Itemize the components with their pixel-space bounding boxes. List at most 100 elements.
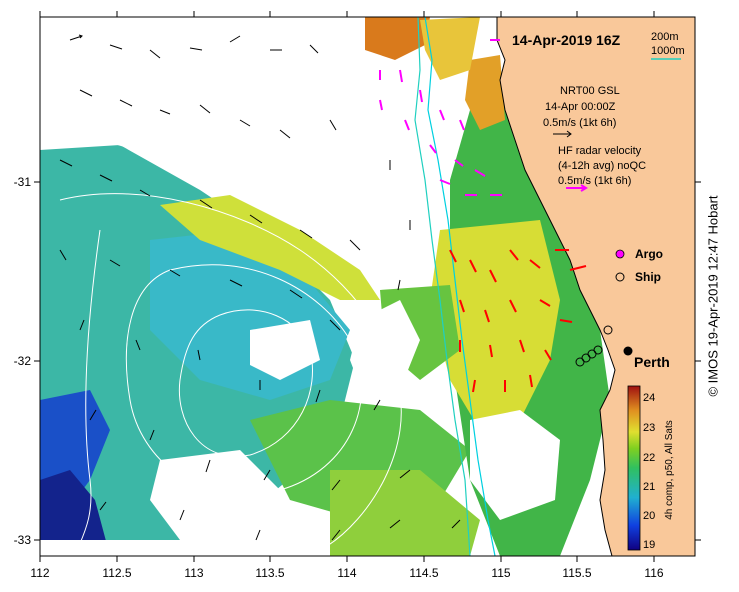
model-arrow <box>59 249 67 261</box>
credit-text: © IMOS 19-Apr-2019 12:47 Hobart <box>705 195 721 397</box>
sst-gap-se <box>470 410 560 520</box>
model-arrow <box>205 459 211 473</box>
map-title: 14-Apr-2019 16Z <box>512 32 621 48</box>
y-axis <box>34 181 701 541</box>
model-arrow <box>69 34 83 41</box>
model-arrow <box>397 279 401 291</box>
isobath-1000m-label: 1000m <box>651 45 685 57</box>
current-arrow <box>529 374 533 388</box>
ssh-contour-mid <box>125 264 363 495</box>
model-arrow <box>329 119 337 131</box>
ssh-contour-west <box>74 229 101 556</box>
model-arrow <box>179 509 185 521</box>
current-arrow <box>559 319 573 323</box>
colorbar-tick: 23 <box>643 422 655 434</box>
radar-arrow <box>439 109 445 121</box>
model-arrow <box>59 159 73 167</box>
model-arrow <box>299 229 313 239</box>
perth-marker <box>623 346 633 356</box>
radar-arrow <box>439 179 451 185</box>
sst-gap-south-edge <box>40 540 300 556</box>
argo-legend-label: Argo <box>635 247 663 261</box>
model-arrow <box>139 189 151 197</box>
radar-arrow <box>399 69 403 83</box>
colorbar <box>627 385 641 551</box>
model-arrow <box>255 529 261 541</box>
x-tick-label: 115 <box>491 566 510 580</box>
current-arrow <box>449 249 457 263</box>
model-velocity-arrows <box>59 34 461 541</box>
radar-arrow <box>459 119 465 131</box>
current-arrows <box>449 249 587 393</box>
model-arrow <box>135 339 141 351</box>
ship-marker <box>603 325 613 335</box>
isobath-200m-line <box>424 17 496 556</box>
ship-legend-icon <box>615 272 625 282</box>
model-arrow <box>263 469 271 481</box>
colorbar-tick: 24 <box>643 392 655 404</box>
radar-label: HF radar velocity <box>558 145 642 157</box>
radar-arrow <box>419 89 423 103</box>
model-arrow <box>109 44 123 50</box>
colorbar-tick: 19 <box>643 539 655 551</box>
x-tick-label: 113 <box>184 566 203 580</box>
colorbar-tick: 21 <box>643 481 655 493</box>
model-arrow <box>249 214 263 224</box>
current-arrow <box>544 349 552 361</box>
model-arrow <box>289 289 303 299</box>
ssh-contour-outer <box>59 193 402 556</box>
current-arrow <box>519 339 525 353</box>
model-arrow <box>229 279 243 287</box>
model-arrow <box>89 409 97 421</box>
model-arrow <box>79 89 93 97</box>
current-arrow <box>484 309 490 323</box>
model-arrow <box>119 99 133 107</box>
ship-track <box>575 325 613 367</box>
current-arrow <box>489 344 493 358</box>
current-arrow <box>472 379 476 393</box>
sst-patch-north-orange <box>365 17 430 60</box>
isobath-1000m-line <box>414 17 471 556</box>
model-arrow <box>329 319 341 331</box>
ssh-contours <box>59 193 402 556</box>
radar-arrow <box>474 169 486 177</box>
model-arrow <box>199 199 213 209</box>
sst-patch-shelf-yellow <box>430 220 560 430</box>
ssh-contour-inner <box>178 309 313 457</box>
ship-legend-label: Ship <box>635 270 661 284</box>
perth-label: Perth <box>634 354 670 370</box>
x-tick-label: 115.5 <box>562 566 591 580</box>
model-arrow <box>197 349 201 361</box>
isobath-200m-label: 200m <box>651 31 679 43</box>
radar-qc: (4-12h avg) noQC <box>558 160 646 172</box>
model-arrow <box>189 47 203 51</box>
radar-arrow <box>454 159 464 167</box>
land <box>496 17 695 556</box>
sst-gap-south <box>150 450 280 540</box>
radar-arrow <box>379 99 383 111</box>
plot-frame <box>39 16 696 557</box>
y-tick-label: -33 <box>14 533 32 547</box>
model-arrow <box>99 174 113 182</box>
model-arrow <box>99 501 107 511</box>
x-tick-label: 116 <box>644 566 663 580</box>
model-arrow <box>315 389 321 403</box>
current-arrow <box>509 249 519 261</box>
current-arrow <box>469 259 477 273</box>
ship-marker <box>593 345 603 355</box>
colorbar-label: 4h comp, p50, All Sats <box>664 420 675 520</box>
sst-patch-north-orange2 <box>465 55 505 130</box>
y-tick-label: -31 <box>14 175 32 189</box>
model-arrow <box>79 319 85 331</box>
isobaths <box>414 17 496 556</box>
model-arrow <box>389 519 401 529</box>
current-arrow <box>569 265 587 271</box>
sst-patch-green-south2 <box>330 470 480 556</box>
gsl-scale-arrow <box>553 130 572 138</box>
model-arrow <box>199 104 211 114</box>
x-tick-label: 114 <box>337 566 356 580</box>
radar-arrow <box>429 144 437 154</box>
colorbar-tick: 20 <box>643 510 655 522</box>
sst-field <box>40 17 610 556</box>
sst-gap-north <box>40 17 365 170</box>
